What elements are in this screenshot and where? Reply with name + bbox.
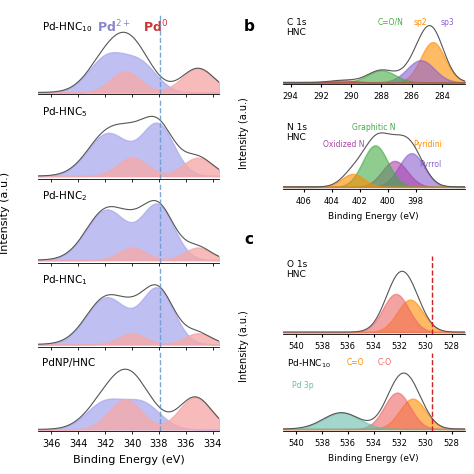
Text: C 1s
HNC: C 1s HNC: [287, 18, 306, 37]
Text: Oxidized N: Oxidized N: [323, 140, 365, 149]
Text: Intensity (a.u.): Intensity (a.u.): [239, 97, 249, 169]
Text: C-O: C-O: [377, 358, 392, 367]
X-axis label: Binding Energy (eV): Binding Energy (eV): [73, 455, 184, 465]
Text: O 1s
HNC: O 1s HNC: [287, 260, 307, 279]
Text: C=O: C=O: [346, 358, 364, 367]
Text: N 1s
HNC: N 1s HNC: [287, 123, 307, 142]
Text: b: b: [244, 18, 255, 34]
Text: sp2: sp2: [414, 18, 428, 27]
Text: Pd-HNC$_{10}$: Pd-HNC$_{10}$: [287, 357, 330, 370]
Text: Pd-HNC$_{10}$: Pd-HNC$_{10}$: [42, 21, 92, 35]
Text: Pd-HNC$_{5}$: Pd-HNC$_{5}$: [42, 105, 87, 118]
Text: sp3: sp3: [441, 18, 455, 27]
Text: Pyridini: Pyridini: [414, 140, 443, 149]
Text: c: c: [244, 232, 253, 247]
Text: Pd$^{2+}$: Pd$^{2+}$: [97, 18, 131, 35]
Text: C=O/N: C=O/N: [377, 18, 403, 27]
Text: Pd 3p: Pd 3p: [292, 382, 314, 391]
Text: Pd$^{0}$: Pd$^{0}$: [143, 18, 169, 35]
Text: Graphitic N: Graphitic N: [352, 123, 395, 132]
Text: Pd-HNC$_{1}$: Pd-HNC$_{1}$: [42, 273, 87, 287]
Text: Intensity (a.u.): Intensity (a.u.): [239, 310, 249, 382]
Text: Pd-HNC$_{2}$: Pd-HNC$_{2}$: [42, 189, 87, 203]
X-axis label: Binding Energy (eV): Binding Energy (eV): [328, 454, 419, 463]
Text: Intensity (a.u.): Intensity (a.u.): [0, 172, 10, 255]
Text: PdNP/HNC: PdNP/HNC: [42, 357, 95, 367]
Text: Pyrrol: Pyrrol: [419, 160, 441, 169]
X-axis label: Binding Energy (eV): Binding Energy (eV): [328, 212, 419, 221]
